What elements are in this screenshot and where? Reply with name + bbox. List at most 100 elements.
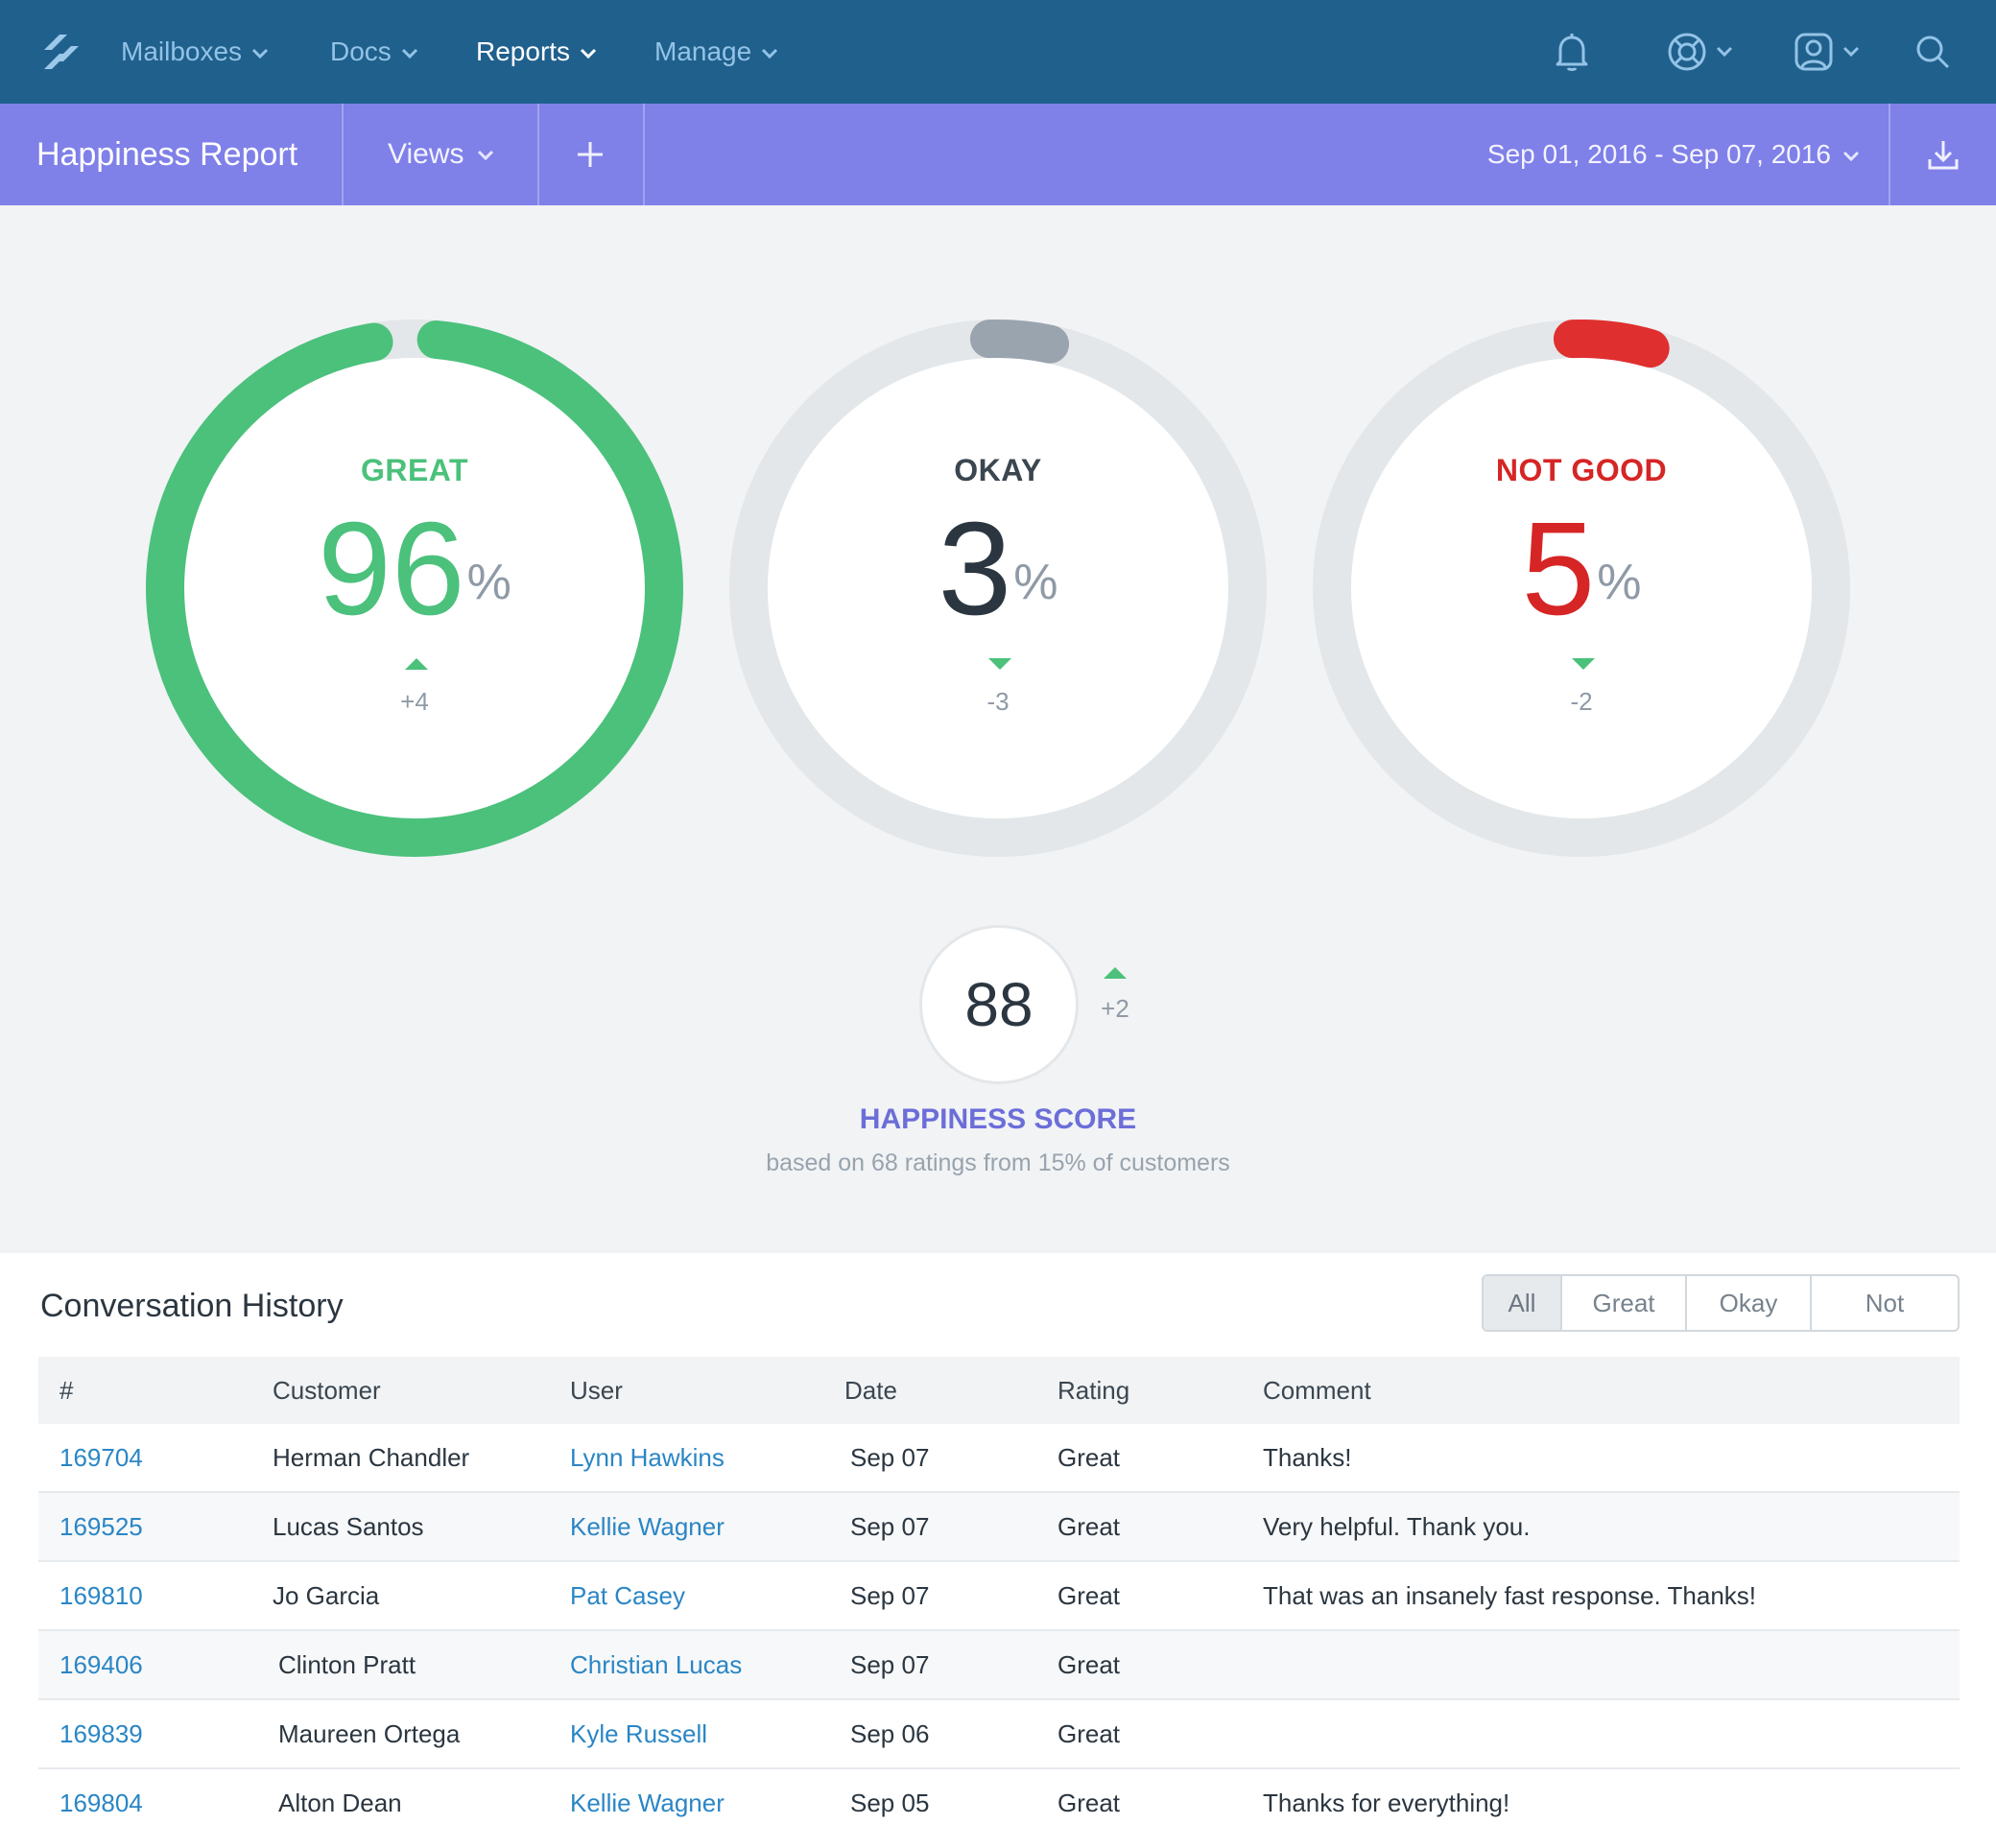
- customer-name: Jo Garcia: [273, 1581, 380, 1610]
- great-ring-chart: [146, 320, 683, 857]
- chevron-down-icon: [1842, 46, 1860, 58]
- conversation-id-link[interactable]: 169406: [59, 1650, 143, 1679]
- filter-okay-button[interactable]: Okay: [1685, 1276, 1810, 1330]
- column-header-user[interactable]: User: [570, 1376, 623, 1405]
- filter-great-button[interactable]: Great: [1560, 1276, 1685, 1330]
- helpscout-logo-icon[interactable]: [38, 29, 84, 75]
- profile-icon: [1794, 33, 1833, 71]
- okay-percent: 3%: [726, 503, 1270, 635]
- date-range-label: Sep 01, 2016 - Sep 07, 2016: [1486, 139, 1831, 169]
- help-menu-button[interactable]: [1666, 29, 1733, 75]
- table-row[interactable]: 169839 Maureen Ortega Kyle Russell Sep 0…: [38, 1700, 1960, 1769]
- column-header-date[interactable]: Date: [844, 1376, 897, 1405]
- trend-up-icon: [1104, 967, 1127, 979]
- great-label: GREAT: [360, 453, 469, 487]
- not-good-percent-value: 5: [1521, 495, 1596, 643]
- nav-manage-label: Manage: [654, 36, 752, 66]
- great-percent: 96%: [143, 503, 686, 635]
- table-row[interactable]: 169525 Lucas Santos Kellie Wagner Sep 07…: [38, 1493, 1960, 1562]
- rating-cell: Great: [1057, 1650, 1121, 1679]
- download-button[interactable]: [1890, 104, 1996, 205]
- not-good-percent: 5%: [1310, 503, 1853, 635]
- happiness-score-value: 88: [964, 970, 1034, 1039]
- profile-menu-button[interactable]: [1793, 29, 1860, 75]
- report-toolbar: Happiness Report Views Sep 01, 2016 - Se…: [0, 104, 1996, 205]
- rating-cell: Great: [1057, 1443, 1121, 1472]
- customer-name: Lucas Santos: [273, 1512, 424, 1541]
- happiness-score-circle: 88: [919, 925, 1079, 1084]
- divider: [643, 104, 645, 205]
- add-view-button[interactable]: [539, 104, 641, 205]
- nav-docs-label: Docs: [330, 36, 392, 66]
- filter-not-good-button[interactable]: Not Good: [1810, 1276, 1958, 1330]
- nav-reports[interactable]: Reports: [476, 0, 597, 104]
- happiness-score-delta: +2: [1101, 994, 1129, 1023]
- not-good-delta: -2: [1570, 687, 1593, 716]
- column-header-id[interactable]: #: [59, 1376, 74, 1405]
- conversation-id-link[interactable]: 169839: [59, 1719, 143, 1748]
- conversation-history-panel: Conversation History All Great Okay Not …: [0, 1253, 1996, 1848]
- user-link[interactable]: Lynn Hawkins: [570, 1443, 725, 1472]
- download-icon: [1928, 141, 1959, 170]
- filter-all-button[interactable]: All: [1484, 1276, 1560, 1330]
- lifebuoy-icon: [1668, 33, 1706, 71]
- okay-ring-arc: [969, 320, 1070, 364]
- conversation-id-link[interactable]: 169525: [59, 1512, 143, 1541]
- rating-cell: Great: [1057, 1789, 1121, 1817]
- okay-delta: -3: [986, 687, 1010, 716]
- nav-mailboxes[interactable]: Mailboxes: [121, 0, 269, 104]
- chevron-down-icon: [1716, 46, 1733, 58]
- okay-percent-value: 3: [938, 495, 1012, 643]
- customer-name: Alton Dean: [278, 1789, 402, 1817]
- notifications-button[interactable]: [1553, 29, 1591, 75]
- not-good-ring-chart: [1313, 320, 1850, 857]
- table-row[interactable]: 169810 Jo Garcia Pat Casey Sep 07 Great …: [38, 1562, 1960, 1631]
- chevron-down-icon: [580, 48, 597, 59]
- column-header-comment[interactable]: Comment: [1263, 1376, 1371, 1405]
- chevron-down-icon: [478, 151, 494, 161]
- user-link[interactable]: Pat Casey: [570, 1581, 685, 1610]
- search-button[interactable]: [1913, 29, 1952, 75]
- conversation-id-link[interactable]: 169804: [59, 1789, 143, 1817]
- plus-icon: [578, 142, 603, 167]
- comment-cell: That was an insanely fast response. Than…: [1263, 1581, 1757, 1610]
- nav-reports-label: Reports: [476, 36, 571, 66]
- date-cell: Sep 07: [850, 1512, 930, 1541]
- table-row[interactable]: 169406 Clinton Pratt Christian Lucas Sep…: [38, 1631, 1960, 1700]
- table-header: # Customer User Date Rating Comment: [38, 1357, 1960, 1424]
- great-percent-value: 96: [318, 495, 465, 643]
- search-icon: [1916, 36, 1950, 69]
- not-good-ring: NOT GOOD 5% -2: [1310, 317, 1853, 860]
- user-link[interactable]: Kyle Russell: [570, 1719, 708, 1748]
- nav-mailboxes-label: Mailboxes: [121, 36, 243, 66]
- rating-cell: Great: [1057, 1512, 1121, 1541]
- happiness-score-subtitle: based on 68 ratings from 15% of customer…: [766, 1149, 1230, 1176]
- conversation-id-link[interactable]: 169704: [59, 1443, 143, 1472]
- happiness-score-title: HAPPINESS SCORE: [859, 1103, 1137, 1135]
- trend-down-icon: [1572, 658, 1595, 670]
- table-row[interactable]: 169804 Alton Dean Kellie Wagner Sep 05 G…: [38, 1769, 1960, 1838]
- rating-cell: Great: [1057, 1719, 1121, 1748]
- user-link[interactable]: Kellie Wagner: [570, 1512, 725, 1541]
- date-cell: Sep 07: [850, 1443, 930, 1472]
- views-dropdown[interactable]: Views: [388, 104, 494, 205]
- nav-manage[interactable]: Manage: [654, 0, 778, 104]
- comment-cell: Thanks!: [1263, 1443, 1352, 1472]
- chevron-down-icon: [252, 48, 269, 59]
- column-header-rating[interactable]: Rating: [1057, 1376, 1130, 1405]
- table-row[interactable]: 169704 Herman Chandler Lynn Hawkins Sep …: [38, 1424, 1960, 1493]
- date-cell: Sep 07: [850, 1650, 930, 1679]
- okay-ring: OKAY 3% -3: [726, 317, 1270, 860]
- date-range-picker[interactable]: Sep 01, 2016 - Sep 07, 2016: [1487, 104, 1860, 205]
- not-good-ring-arc: [1553, 320, 1670, 368]
- date-cell: Sep 05: [850, 1789, 930, 1817]
- nav-docs[interactable]: Docs: [330, 0, 418, 104]
- great-delta: +4: [400, 687, 429, 716]
- user-link[interactable]: Kellie Wagner: [570, 1789, 725, 1817]
- not-good-label: NOT GOOD: [1495, 453, 1668, 487]
- okay-label: OKAY: [954, 453, 1042, 487]
- column-header-customer[interactable]: Customer: [273, 1376, 381, 1405]
- user-link[interactable]: Christian Lucas: [570, 1650, 743, 1679]
- customer-name: Clinton Pratt: [278, 1650, 416, 1679]
- conversation-id-link[interactable]: 169810: [59, 1581, 143, 1610]
